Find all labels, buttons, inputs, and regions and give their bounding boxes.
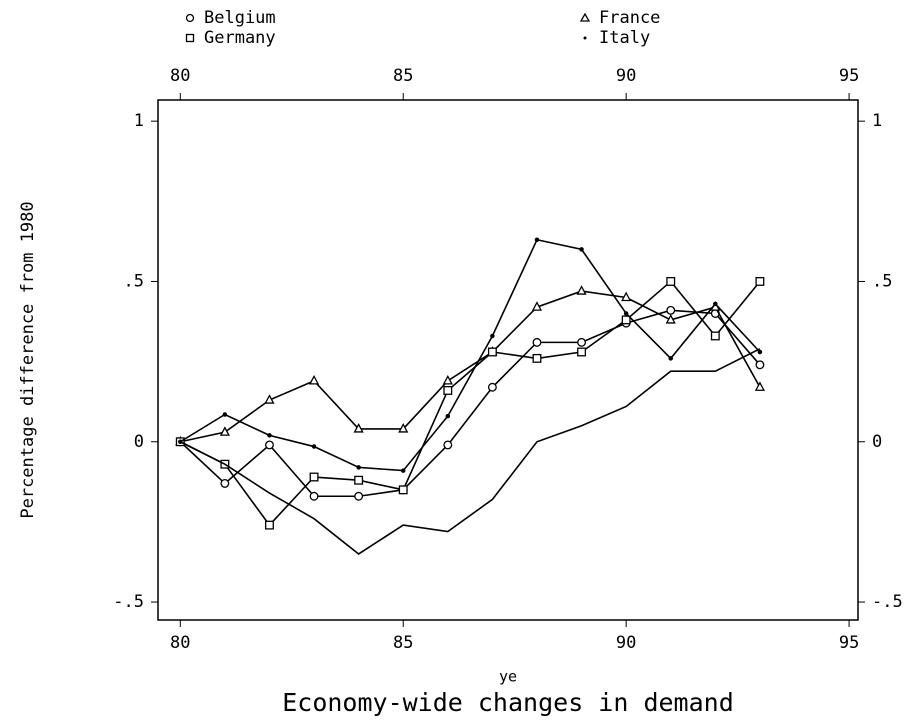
y-tick-label: 0 xyxy=(134,432,144,452)
marker xyxy=(309,472,319,482)
marker xyxy=(490,333,495,339)
marker xyxy=(754,381,765,391)
marker xyxy=(621,291,632,302)
marker xyxy=(309,491,319,501)
x-tick-label: 95 xyxy=(839,633,859,653)
series-line xyxy=(179,280,761,527)
legend-marker xyxy=(583,36,587,40)
marker xyxy=(532,337,542,347)
marker xyxy=(356,465,361,470)
marker xyxy=(577,347,587,357)
marker xyxy=(532,353,542,363)
marker xyxy=(400,468,406,473)
y-tick-label: -.5 xyxy=(113,592,144,612)
marker xyxy=(398,423,409,433)
marker xyxy=(755,277,765,286)
marker xyxy=(398,485,408,495)
marker xyxy=(666,305,676,315)
marker xyxy=(353,423,364,433)
marker xyxy=(665,314,676,324)
x-tick-label-top: 95 xyxy=(839,66,859,86)
marker xyxy=(354,475,364,485)
chart-title: Economy-wide changes in demand xyxy=(282,688,734,717)
x-tick-label: 85 xyxy=(393,633,413,653)
legend-label: Germany xyxy=(204,28,276,48)
marker xyxy=(354,491,364,501)
marker xyxy=(755,360,765,370)
marker xyxy=(219,426,230,436)
x-axis-label: ye xyxy=(499,668,517,686)
series-line xyxy=(179,238,761,472)
marker xyxy=(267,433,272,438)
series-line xyxy=(180,290,761,443)
marker xyxy=(668,356,673,361)
marker xyxy=(579,247,584,252)
series-line xyxy=(179,309,761,498)
marker xyxy=(442,374,453,385)
legend-label: Belgium xyxy=(204,8,276,28)
marker xyxy=(757,349,763,355)
marker xyxy=(666,277,676,286)
y-tick-label-right: 0 xyxy=(872,432,882,452)
marker xyxy=(713,301,718,307)
y-tick-label: .5 xyxy=(124,271,144,291)
marker xyxy=(265,440,274,450)
marker xyxy=(311,444,317,449)
legend-marker xyxy=(579,12,591,22)
marker xyxy=(443,440,453,450)
legend-label: France xyxy=(599,8,660,28)
marker xyxy=(531,301,543,311)
marker xyxy=(534,237,540,243)
x-tick-label: 80 xyxy=(170,633,190,653)
marker xyxy=(710,331,720,341)
marker xyxy=(487,347,497,357)
x-tick-label-top: 90 xyxy=(616,66,636,86)
legend-marker xyxy=(185,33,195,43)
series-line xyxy=(179,348,761,555)
marker xyxy=(220,478,230,488)
x-tick-label-top: 80 xyxy=(170,66,190,86)
marker xyxy=(264,394,275,404)
marker xyxy=(577,337,587,347)
y-tick-label-right: -.5 xyxy=(872,592,903,612)
legend-label: Italy xyxy=(599,28,650,48)
marker xyxy=(308,374,320,385)
plot-frame xyxy=(157,99,859,621)
y-tick-label-right: .5 xyxy=(872,271,892,291)
y-axis-label: Percentage difference from 1980 xyxy=(18,201,38,518)
marker xyxy=(623,311,629,316)
marker xyxy=(445,413,451,419)
marker xyxy=(222,412,228,417)
y-tick-label: 1 xyxy=(134,111,144,131)
marker xyxy=(576,285,587,295)
x-tick-label: 90 xyxy=(616,633,636,653)
marker xyxy=(621,315,631,325)
legend-marker xyxy=(185,13,195,23)
x-tick-label-top: 85 xyxy=(393,66,413,86)
marker xyxy=(265,520,274,530)
marker xyxy=(487,382,497,392)
y-tick-label-right: 1 xyxy=(872,111,882,131)
marker xyxy=(443,386,453,395)
